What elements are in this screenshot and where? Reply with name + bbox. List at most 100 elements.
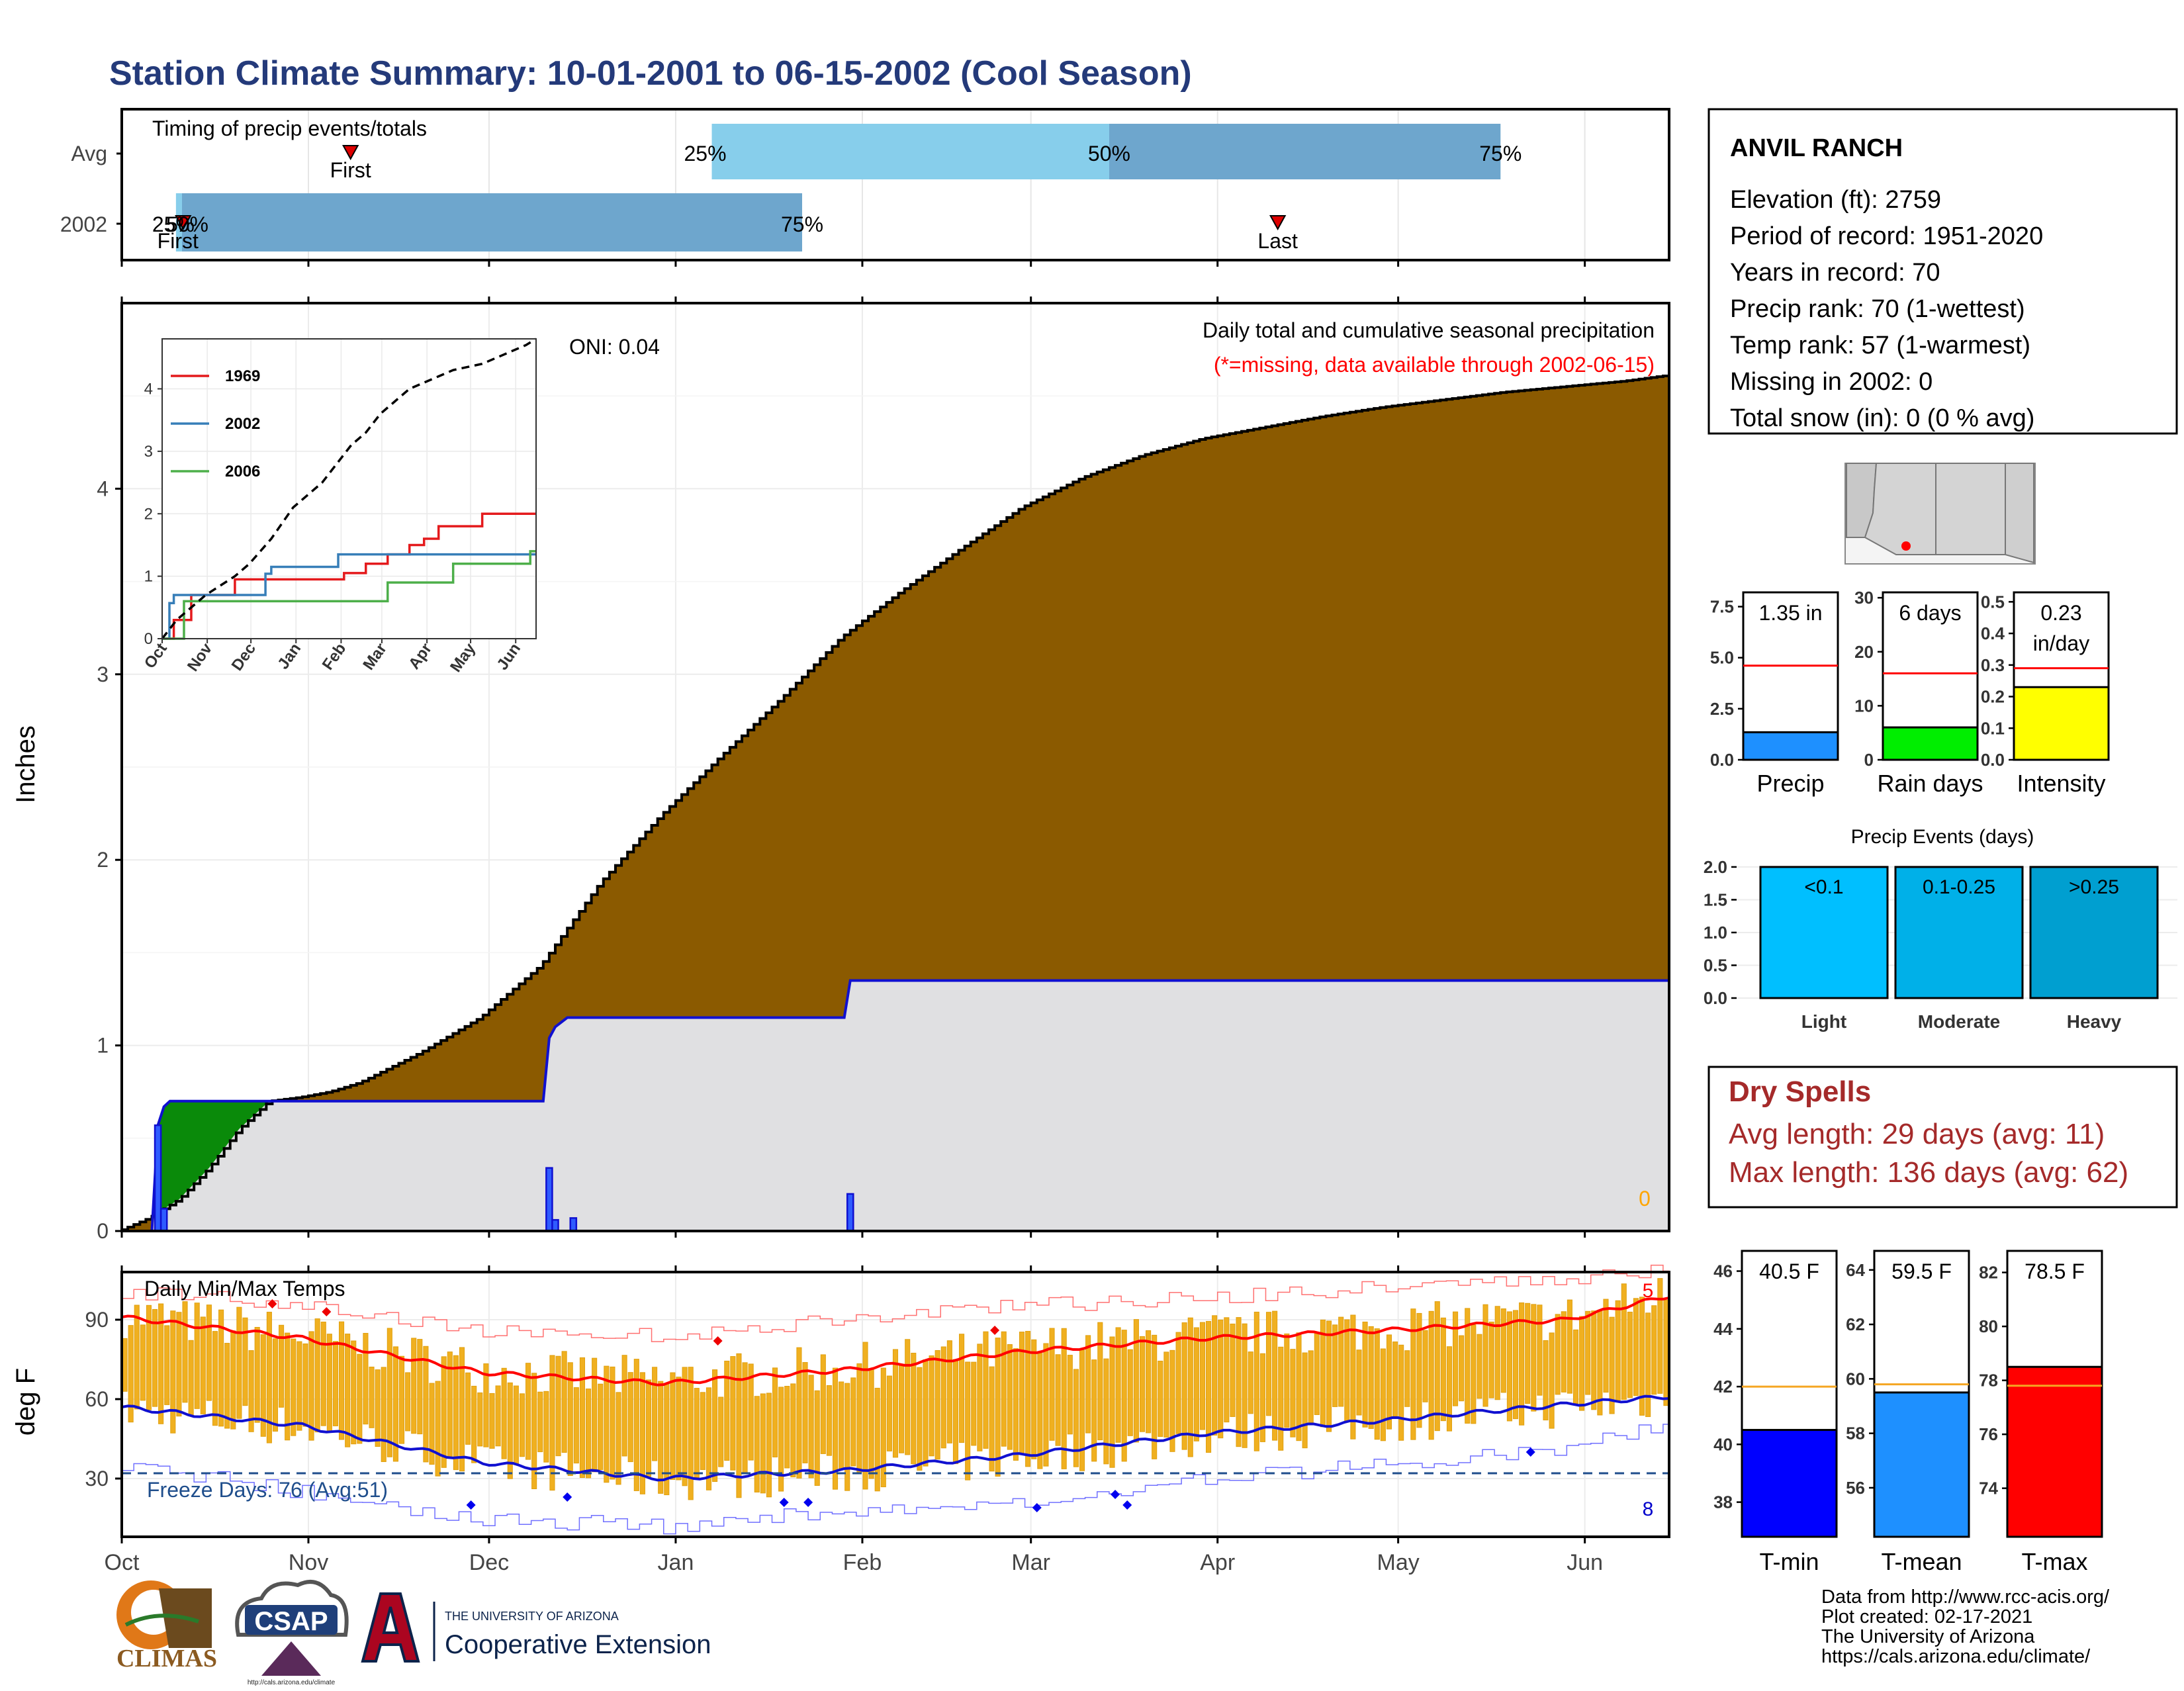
daily-temp-bar-78 [592, 1357, 598, 1473]
timing-title: Timing of precip events/totals [152, 116, 427, 140]
map-state-shape-far-east [2005, 463, 2034, 564]
daily-temp-bar-168 [1133, 1319, 1139, 1443]
timing-2002-last-label: Last [1257, 229, 1298, 253]
psum-ytick-label-1-30: 30 [1854, 588, 1874, 608]
daily-temp-bar-198 [1314, 1332, 1320, 1415]
daily-temp-bar-10 [182, 1301, 188, 1403]
daily-temp-bar-130 [905, 1339, 911, 1455]
daily-temp-bar-28 [291, 1338, 296, 1436]
tsum-ytick-label-0-46: 46 [1713, 1261, 1733, 1281]
timing-avg-first-marker [342, 145, 359, 161]
daily-temp-bar-114 [808, 1375, 814, 1479]
record-low-marker-3 [803, 1498, 813, 1507]
station-name: ANVIL RANCH [1730, 134, 1903, 162]
psum-ytick-label-1-10: 10 [1854, 696, 1874, 715]
daily-temp-bar-99 [718, 1396, 724, 1467]
inset-ytick-label-4: 4 [144, 381, 153, 398]
daily-temp-bar-215 [1416, 1312, 1422, 1428]
dry-spells-max: Max length: 136 days (avg: 62) [1729, 1156, 2128, 1189]
inset-lines [161, 338, 537, 640]
daily-temp-bar-46 [398, 1355, 405, 1444]
temp-lines [121, 1264, 1670, 1535]
daily-temp-bar-239 [1561, 1311, 1567, 1393]
daily-temp-bar-57 [465, 1372, 471, 1445]
daily-temp-bar-199 [1320, 1319, 1326, 1428]
precip-axis: 0 1 2 3 4 [97, 297, 1586, 1243]
daily-temp-bar-91 [670, 1372, 676, 1480]
daily-temp-bar-197 [1308, 1350, 1314, 1424]
daily-temp-bar-129 [899, 1365, 905, 1453]
daily-temp-bar-226 [1482, 1304, 1488, 1407]
record-high-marker-3 [990, 1326, 1000, 1335]
daily-temp-bar-131 [911, 1352, 917, 1465]
tsum-ytick-label-2-82: 82 [1979, 1263, 1998, 1283]
daily-temp-bar-184 [1230, 1323, 1236, 1417]
tsum-bar-t-min [1741, 1429, 1838, 1538]
timing-avg-50-label: 50% [1088, 142, 1130, 165]
daily-temp-bar-183 [1224, 1317, 1230, 1423]
daily-temp-bar-34 [326, 1334, 332, 1433]
csap-logo-mountain [261, 1641, 321, 1676]
daily-temp-bar-76 [579, 1357, 585, 1479]
daily-temp-bar-247 [1609, 1316, 1615, 1414]
daily-temp-bar-71 [549, 1355, 555, 1491]
daily-temp-bar-125 [874, 1387, 880, 1492]
oni-annotation: ONI: 0.04 [569, 335, 660, 359]
daily-temp-bar-120 [844, 1383, 850, 1491]
daily-temp-bar-160 [1085, 1335, 1091, 1434]
daily-temp-bar-74 [567, 1362, 573, 1477]
daily-temp-bar-87 [645, 1379, 652, 1477]
ua-logo-block-a [361, 1592, 420, 1663]
daily-temp-bar-45 [392, 1346, 398, 1462]
events-ytick-label-0.5: 0.5 [1704, 955, 1727, 975]
temp-xtick-label-2: Dec [469, 1550, 509, 1575]
inset-grid [161, 339, 536, 639]
record-low-marker-7 [1525, 1447, 1535, 1457]
psum-ytick-label-0-0: 0.0 [1710, 750, 1734, 770]
daily-temp-bar-62 [495, 1385, 501, 1447]
daily-temp-bar-143 [983, 1331, 989, 1449]
daily-temp-bar-30 [302, 1343, 308, 1427]
daily-temp-bar-236 [1543, 1340, 1549, 1421]
precip-ytick-label-0: 0 [97, 1219, 109, 1243]
daily-temp-bar-127 [886, 1375, 892, 1451]
daily-temp-bar-13 [200, 1316, 206, 1414]
temp-daily-bars [122, 1278, 1669, 1500]
psum-ytick-label-2-0.2: 0.2 [1981, 687, 2005, 707]
daily-temp-bar-135 [934, 1350, 940, 1460]
daily-temp-bar-144 [989, 1366, 995, 1472]
events-bar-light [1759, 866, 1889, 999]
csap-logo: CSAP http://cals.arizona.edu/climate [235, 1580, 349, 1686]
daily-temp-bar-182 [1218, 1319, 1224, 1439]
daily-temp-bar-172 [1158, 1360, 1163, 1437]
daily-temp-bar-229 [1500, 1308, 1506, 1393]
tsum-panel-label-1: T-mean [1881, 1548, 1962, 1575]
daily-temp-bar-186 [1242, 1323, 1248, 1448]
daily-temp-bar-255 [1657, 1278, 1663, 1394]
daily-temp-bar-211 [1392, 1341, 1398, 1416]
daily-temp-bar-121 [850, 1377, 856, 1467]
daily-temp-bar-248 [1615, 1300, 1621, 1401]
daily-temp-bar-89 [658, 1381, 664, 1494]
daily-temp-bar-27 [285, 1332, 291, 1441]
daily-precip-bar-0 [154, 1124, 162, 1232]
timing-2002-75-label: 75% [781, 212, 823, 236]
daily-temp-bar-15 [212, 1331, 218, 1426]
daily-temp-bar-209 [1380, 1348, 1386, 1441]
dry-spells-frame [1707, 1066, 2178, 1209]
daily-temp-bar-94 [688, 1367, 694, 1500]
psum-ytick-label-2-0.4: 0.4 [1981, 623, 2005, 643]
daily-temp-bar-170 [1146, 1330, 1152, 1434]
station-temp-rank: Temp rank: 57 (1-warmest) [1730, 332, 2030, 359]
timing-avg-25-label: 25% [684, 142, 727, 165]
daily-temp-bar-234 [1531, 1304, 1537, 1412]
record-low-count: 8 [1643, 1498, 1654, 1520]
daily-temp-bar-230 [1506, 1311, 1512, 1422]
daily-temp-bar-141 [971, 1361, 977, 1446]
daily-temp-bar-147 [1007, 1344, 1013, 1450]
daily-temp-bar-126 [880, 1367, 886, 1488]
daily-temp-bar-204 [1350, 1314, 1356, 1440]
psum-ytick-label-2-0: 0.0 [1981, 750, 2005, 770]
daily-temp-bar-68 [531, 1373, 537, 1490]
daily-temp-bar-241 [1572, 1329, 1579, 1404]
